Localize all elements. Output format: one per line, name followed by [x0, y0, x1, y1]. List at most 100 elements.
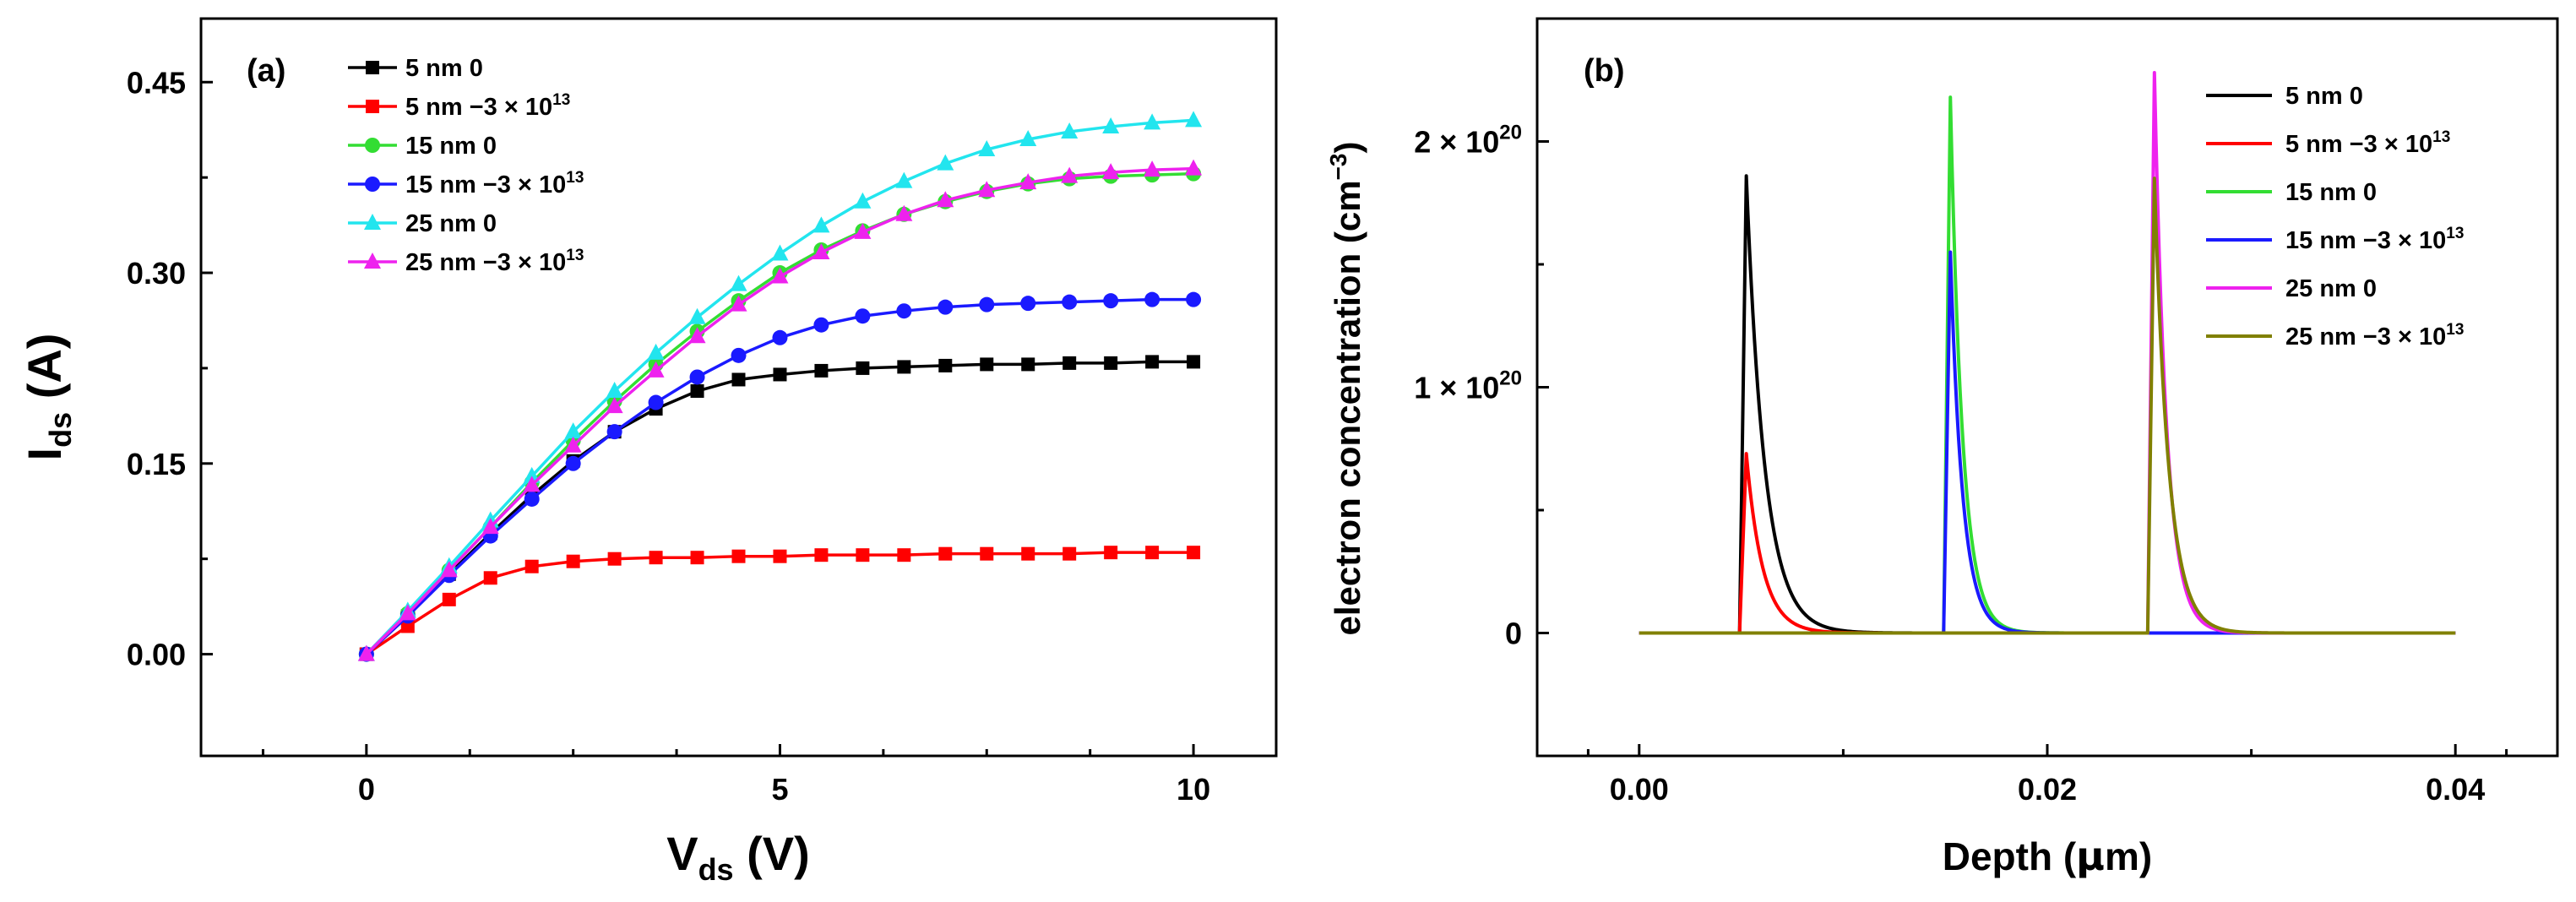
y-tick-label: 0.45 [127, 65, 186, 100]
panel-b-ylabel: electron concentration (cm−3) [1325, 141, 1367, 635]
data-point [1104, 546, 1118, 560]
panel-a: 0 5 10 0.00 0.15 0.30 0.45 5 nm 0 5 nm −3 × 101… [18, 17, 1278, 887]
data-point [1104, 356, 1118, 370]
legend-marker [366, 61, 379, 74]
legend-label: 15 nm −3 × 1013 [2285, 225, 2464, 254]
data-point [1144, 291, 1160, 307]
data-point [566, 554, 580, 568]
data-point [812, 242, 830, 259]
data-point [856, 548, 870, 562]
data-point [1185, 111, 1203, 128]
legend-marker [364, 214, 381, 230]
data-point [1102, 163, 1120, 180]
data-point [730, 274, 747, 291]
data-point [773, 549, 787, 563]
data-point [564, 436, 582, 453]
panel-b-legend: 5 nm 0 5 nm −3 × 1013 15 nm 0 15 nm −3 × 10… [2206, 83, 2464, 350]
data-point [1145, 546, 1160, 560]
x-tick-label: 5 [771, 772, 788, 807]
panel-a-ticks: 0 5 10 0.00 0.15 0.30 0.45 [127, 65, 1210, 807]
panel-b-label: (b) [1584, 53, 1625, 89]
data-point [855, 308, 871, 324]
legend-entry: 25 nm −3 × 1013 [2206, 321, 2464, 350]
legend-entry: 15 nm −3 × 1013 [348, 169, 584, 198]
data-point [1061, 122, 1079, 139]
data-point [978, 140, 996, 157]
x-tick-label: 0.02 [2018, 772, 2077, 807]
y-tick-label: 1 × 1020 [1414, 367, 1522, 405]
legend-label: 25 nm −3 × 1013 [405, 247, 584, 276]
data-point [607, 552, 622, 566]
legend-label: 5 nm −3 × 1013 [2285, 128, 2450, 158]
data-point [980, 546, 994, 561]
legend-entry: 5 nm −3 × 1013 [348, 91, 570, 121]
y-tick-label: 0.00 [127, 638, 186, 672]
legend-label: 15 nm 0 [2285, 179, 2377, 206]
panel-a-label: (a) [247, 53, 285, 89]
y-tick-label: 0.30 [127, 256, 186, 291]
data-point [688, 327, 706, 344]
data-point [978, 181, 996, 198]
data-point [1021, 357, 1035, 372]
data-point [814, 548, 829, 562]
y-tick-label: 0.15 [127, 447, 186, 481]
data-point [1061, 166, 1079, 183]
data-point [647, 361, 665, 378]
legend-label: 15 nm 0 [405, 133, 497, 160]
data-point [937, 191, 954, 208]
data-point [564, 422, 582, 439]
legend-entry: 5 nm 0 [348, 55, 483, 82]
data-point [523, 475, 541, 492]
panel-b-series [1639, 71, 2457, 635]
data-point [730, 295, 747, 312]
legend-label: 5 nm 0 [405, 55, 483, 82]
data-point [1185, 159, 1203, 176]
legend-entry: 15 nm 0 [2206, 179, 2377, 206]
data-point [1144, 113, 1161, 130]
data-point [938, 358, 953, 372]
legend-marker [365, 138, 380, 153]
panel-a-legend: 5 nm 0 5 nm −3 × 1013 15 nm 0 15 nm −3 × 10… [348, 55, 584, 276]
x-tick-label: 0.00 [1610, 772, 1669, 807]
data-point [1187, 355, 1201, 369]
data-point [937, 299, 954, 315]
data-point [606, 382, 623, 399]
data-point [938, 546, 953, 561]
data-point [1102, 117, 1120, 133]
data-point [771, 244, 789, 261]
data-point [688, 307, 706, 324]
legend-entry: 25 nm 0 [348, 210, 497, 237]
data-point [690, 551, 704, 565]
data-point [524, 491, 540, 507]
data-point [606, 424, 622, 440]
data-point [648, 394, 664, 410]
data-point [1144, 160, 1161, 177]
data-point [897, 548, 911, 562]
data-point [1103, 293, 1119, 309]
data-point [1187, 546, 1201, 560]
data-point [483, 571, 497, 585]
data-point [649, 551, 663, 565]
data-point [690, 384, 704, 399]
data-point [979, 296, 995, 312]
data-point [1062, 546, 1077, 561]
legend-entry: 15 nm −3 × 1013 [2206, 225, 2464, 254]
legend-label: 5 nm −3 × 1013 [405, 91, 570, 121]
data-point [523, 466, 541, 483]
data-point [1062, 356, 1077, 370]
data-point [1019, 173, 1037, 190]
data-point [565, 455, 581, 471]
x-tick-label: 10 [1177, 772, 1210, 807]
data-point [772, 329, 788, 345]
series-25-nm-3-10-13 [357, 159, 1203, 661]
data-point [1062, 294, 1078, 310]
legend-label: 25 nm −3 × 1013 [2285, 321, 2464, 350]
data-point [856, 361, 870, 375]
legend-entry: 5 nm 0 [2206, 83, 2363, 110]
data-point [606, 397, 623, 414]
data-point [854, 222, 872, 239]
legend-entry: 15 nm 0 [348, 133, 497, 160]
panel-a-xlabel: Vds (V) [666, 827, 810, 887]
